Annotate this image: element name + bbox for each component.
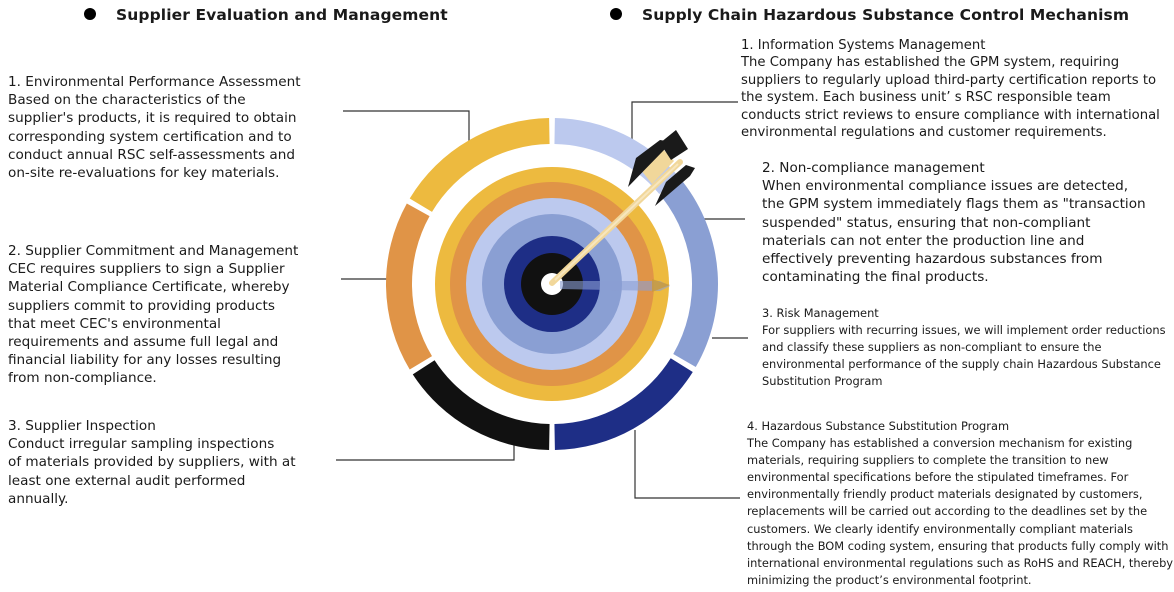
segment-yellow <box>409 118 550 212</box>
right-item-3-line: and classify these suppliers as non-comp… <box>762 340 1102 355</box>
right-item-1-line: environmental regulations and customer r… <box>741 125 1107 141</box>
right-item-2-line: contaminating the final products. <box>762 269 989 286</box>
right-item-4-line: customers. We clearly identify environme… <box>747 521 1133 536</box>
connector-left-1 <box>343 110 470 146</box>
bullet-dot-icon <box>610 7 622 20</box>
left-item-1-line: Based on the characteristics of the <box>8 92 246 109</box>
arrow-shadow <box>560 281 670 291</box>
right-item-4-line: through the BOM coding system, ensuring … <box>747 538 1169 553</box>
right-item-2-line: When environmental compliance issues are… <box>762 178 1129 195</box>
right-item-2-title: 2. Non-compliance management <box>762 160 985 176</box>
right-item-1-line: The Company has established the GPM syst… <box>741 55 1120 71</box>
segment-orange <box>386 203 432 370</box>
left-item-1: 1. Environmental Performance Assessment … <box>8 73 301 182</box>
right-item-1-line: the system. Each business unit’ s RSC re… <box>741 90 1111 106</box>
right-item-4-line: international environmental regulations … <box>747 555 1174 570</box>
right-item-1: 1. Information Systems Management The Co… <box>741 37 1160 141</box>
bullet-dot-icon <box>84 7 96 20</box>
right-item-4-line: environmental specifications before the … <box>747 470 1129 485</box>
left-item-3: 3. Supplier Inspection Conduct irregular… <box>8 417 296 508</box>
right-item-4: 4. Hazardous Substance Substitution Prog… <box>747 418 1173 589</box>
right-item-2-line: suspended" status, ensuring that non-com… <box>762 214 1091 231</box>
left-item-2-title: 2. Supplier Commitment and Management <box>8 243 299 259</box>
heading-left: Supplier Evaluation and Management <box>84 6 448 24</box>
dart-arrow-icon <box>549 130 695 286</box>
left-item-2-line: suppliers commit to providing products <box>8 297 275 314</box>
heading-right: Supply Chain Hazardous Substance Control… <box>610 6 1129 24</box>
left-item-1-title: 1. Environmental Performance Assessment <box>8 74 301 90</box>
left-item-2: 2. Supplier Commitment and Management CE… <box>8 242 298 388</box>
left-item-2-line: from non-compliance. <box>8 370 157 387</box>
right-item-4-line: environmentally friendly product materia… <box>747 487 1143 502</box>
connector-right-1 <box>631 101 738 140</box>
right-item-2-line: effectively preventing hazardous substan… <box>762 251 1103 268</box>
right-item-3-title: 3. Risk Management <box>762 306 879 320</box>
right-item-4-line: minimizing the product’s environmental f… <box>747 572 1032 587</box>
right-item-1-title: 1. Information Systems Management <box>741 38 986 53</box>
right-item-3-line: environmental performance of the supply … <box>762 357 1161 372</box>
connectors <box>336 101 748 499</box>
left-item-1-line: conduct annual RSC self-assessments and <box>8 146 295 163</box>
left-item-3-title: 3. Supplier Inspection <box>8 418 156 434</box>
right-item-2-line: materials can not enter the production l… <box>762 232 1085 249</box>
segment-navy <box>554 358 693 450</box>
left-item-2-line: CEC requires suppliers to sign a Supplie… <box>8 261 285 278</box>
heading-left-text: Supplier Evaluation and Management <box>116 6 448 24</box>
arrow-shadow-tip <box>652 279 670 292</box>
left-item-1-line: supplier's products, it is required to o… <box>8 110 297 127</box>
right-item-2-line: the GPM system immediately flags them as… <box>762 196 1146 213</box>
left-item-2-line: financial liability for any losses resul… <box>8 352 282 369</box>
left-item-2-line: Material Compliance Certificate, whereby <box>8 279 290 296</box>
left-item-3-line: of materials provided by suppliers, with… <box>8 454 296 471</box>
segment-black <box>412 360 550 450</box>
right-item-4-title: 4. Hazardous Substance Substitution Prog… <box>747 419 1010 433</box>
right-item-4-line: replacements will be carried out accordi… <box>747 504 1148 519</box>
right-item-4-line: The Company has established a conversion… <box>747 436 1133 451</box>
left-item-1-line: on-site re-evaluations for key materials… <box>8 165 280 182</box>
left-item-2-line: that meet CEC's environmental <box>8 315 221 332</box>
left-item-1-line: corresponding system certification and t… <box>8 128 292 145</box>
right-item-3-line: For suppliers with recurring issues, we … <box>762 323 1166 338</box>
left-item-3-line: annually. <box>8 490 69 507</box>
left-item-2-line: requirements and assume full legal and <box>8 334 279 351</box>
left-item-3-line: least one external audit performed <box>8 472 246 489</box>
right-item-1-line: conducts strict reviews to ensure compli… <box>741 107 1160 123</box>
connector-right-4 <box>634 430 740 499</box>
right-item-3-line: Substitution Program <box>762 374 883 389</box>
right-item-3: 3. Risk Management For suppliers with re… <box>762 305 1166 390</box>
right-item-2: 2. Non-compliance management When enviro… <box>762 159 1146 286</box>
heading-right-text: Supply Chain Hazardous Substance Control… <box>642 6 1130 24</box>
segment-mid-blue <box>662 181 718 367</box>
right-item-4-line: materials, requiring suppliers to comple… <box>747 453 1109 468</box>
right-item-1-line: suppliers to regularly upload third-part… <box>741 72 1157 88</box>
left-item-3-line: Conduct irregular sampling inspections <box>8 436 275 453</box>
